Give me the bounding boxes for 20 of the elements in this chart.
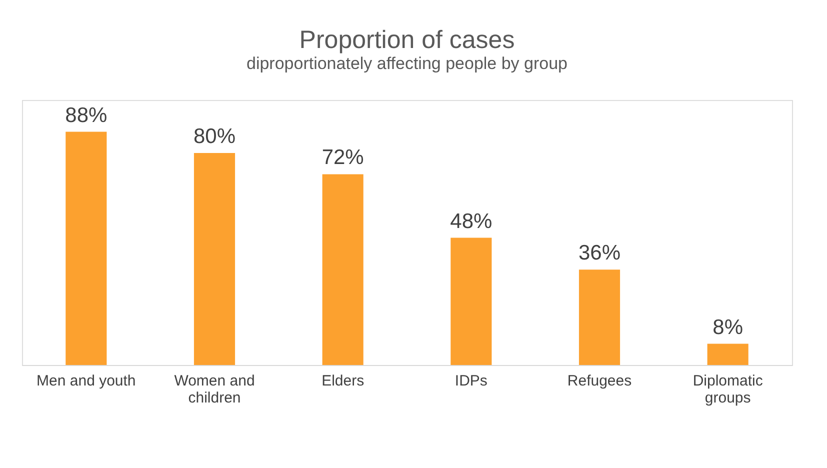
x-tick-label: Diplomatic groups [692, 372, 764, 406]
x-tick-label: IDPs [454, 372, 488, 390]
x-tick-label: Elders [322, 372, 364, 390]
bar [322, 174, 364, 365]
bar [450, 238, 492, 365]
data-label: 8% [712, 316, 744, 339]
data-label: 48% [450, 210, 492, 233]
data-label: 72% [322, 146, 364, 170]
data-label: 36% [578, 242, 621, 265]
bar [578, 270, 620, 365]
x-tick-label: Refugees [567, 372, 632, 390]
bar [194, 153, 236, 365]
data-label: 80% [193, 125, 236, 148]
bar [707, 344, 748, 365]
bar [66, 132, 107, 365]
chart-subtitle: diproportionately affecting people by group [246, 54, 568, 73]
x-tick-label: Women and children [174, 372, 255, 406]
x-tick-label: Men and youth [36, 372, 136, 390]
data-label: 88% [65, 104, 108, 127]
chart-title: Proportion of cases [299, 26, 515, 54]
